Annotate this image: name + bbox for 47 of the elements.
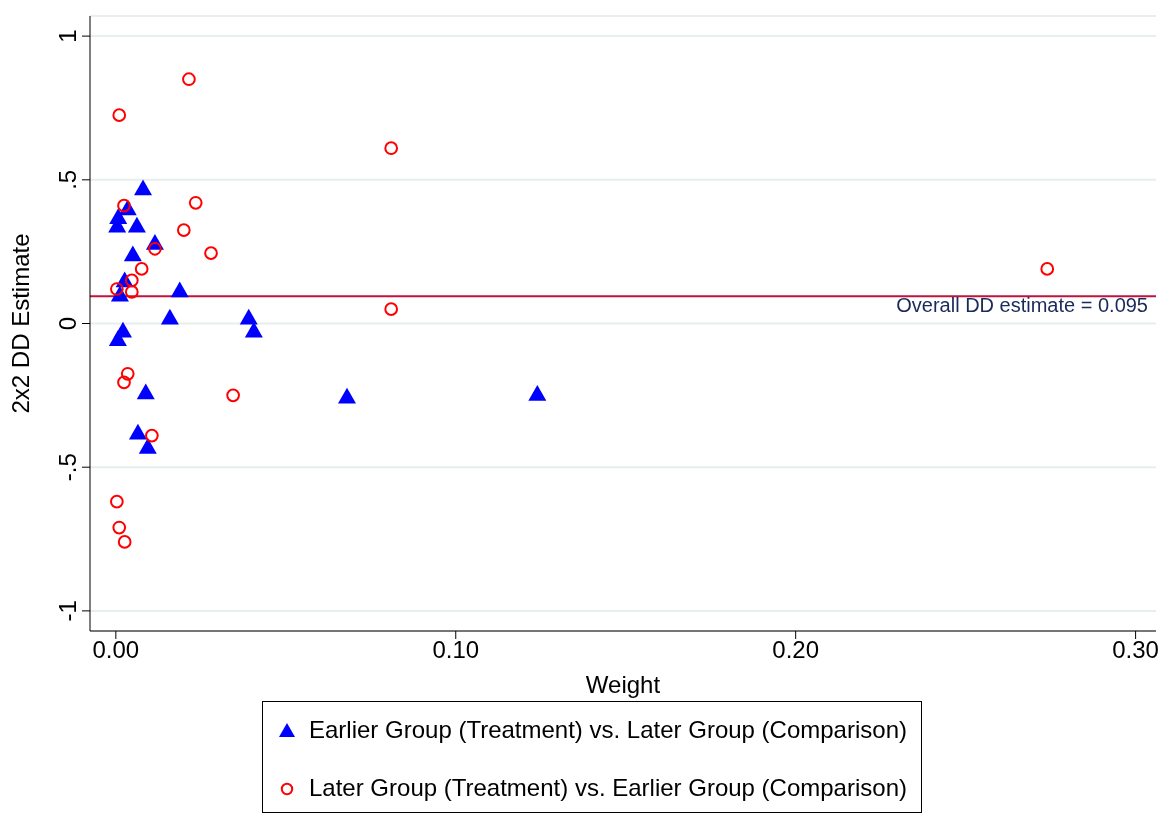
y-tick-label: -1 xyxy=(54,600,81,622)
y-tick-label: -.5 xyxy=(54,453,81,482)
point xyxy=(145,428,159,443)
legend-label: Later Group (Treatment) vs. Earlier Group (Comparison) xyxy=(309,774,907,802)
point xyxy=(124,285,139,299)
point xyxy=(117,535,132,549)
point xyxy=(160,308,179,325)
y-tick-label: .5 xyxy=(54,169,81,190)
point xyxy=(384,302,399,316)
point xyxy=(138,438,157,454)
point xyxy=(112,108,127,122)
point xyxy=(136,383,155,400)
point xyxy=(337,387,356,404)
point xyxy=(170,281,189,298)
point xyxy=(176,223,191,237)
point xyxy=(110,494,124,509)
x-tick-label: 0.10 xyxy=(432,636,480,664)
point xyxy=(148,241,162,256)
point xyxy=(528,384,547,401)
x-tick-label: 0.20 xyxy=(772,636,820,664)
y-tick-label: 0 xyxy=(54,316,81,331)
point xyxy=(112,520,127,535)
point xyxy=(134,179,153,196)
point xyxy=(123,245,142,262)
point xyxy=(117,198,131,213)
point xyxy=(188,195,203,210)
point xyxy=(128,423,147,440)
point xyxy=(120,366,135,381)
point xyxy=(108,330,127,347)
point xyxy=(1040,262,1055,276)
y-axis-title: 2x2 DD Estimate xyxy=(6,233,34,414)
x-tick-label: 0.00 xyxy=(92,636,140,664)
point xyxy=(110,282,124,296)
ref-line-label: Overall DD estimate = 0.095 xyxy=(896,294,1148,317)
x-axis-title: Weight xyxy=(585,671,661,698)
y-tick-label: 1 xyxy=(54,29,81,43)
point xyxy=(127,216,146,233)
point xyxy=(124,273,139,288)
point xyxy=(204,246,218,260)
point xyxy=(182,72,196,87)
point xyxy=(384,141,399,156)
x-tick-label: 0.30 xyxy=(1112,636,1159,664)
point xyxy=(134,262,149,276)
point xyxy=(117,375,131,390)
point xyxy=(239,308,258,325)
point xyxy=(226,388,240,403)
legend-label: Earlier Group (Treatment) vs. Later Group (Comparison) xyxy=(309,716,907,744)
